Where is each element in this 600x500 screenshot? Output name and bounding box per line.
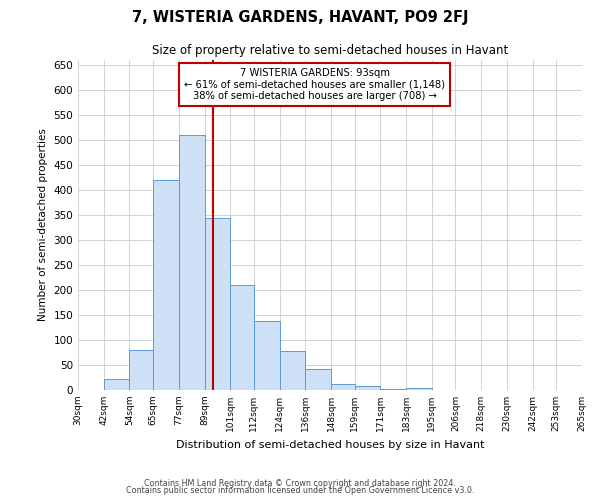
X-axis label: Distribution of semi-detached houses by size in Havant: Distribution of semi-detached houses by … xyxy=(176,440,484,450)
Bar xyxy=(406,388,432,390)
Text: Contains HM Land Registry data © Crown copyright and database right 2024.: Contains HM Land Registry data © Crown c… xyxy=(144,478,456,488)
Y-axis label: Number of semi-detached properties: Number of semi-detached properties xyxy=(38,128,48,322)
Text: Contains public sector information licensed under the Open Government Licence v3: Contains public sector information licen… xyxy=(126,486,474,495)
Bar xyxy=(355,386,380,390)
Bar xyxy=(205,218,230,390)
Bar xyxy=(305,369,331,390)
Bar xyxy=(331,384,355,390)
Bar xyxy=(153,180,179,390)
Bar xyxy=(254,321,280,390)
Text: 7 WISTERIA GARDENS: 93sqm
← 61% of semi-detached houses are smaller (1,148)
38% : 7 WISTERIA GARDENS: 93sqm ← 61% of semi-… xyxy=(184,68,445,102)
Title: Size of property relative to semi-detached houses in Havant: Size of property relative to semi-detach… xyxy=(152,44,508,58)
Bar xyxy=(230,285,254,390)
Bar xyxy=(179,135,205,390)
Bar xyxy=(130,350,153,390)
Bar xyxy=(380,389,406,390)
Bar xyxy=(280,351,305,390)
Text: 7, WISTERIA GARDENS, HAVANT, PO9 2FJ: 7, WISTERIA GARDENS, HAVANT, PO9 2FJ xyxy=(132,10,468,25)
Bar xyxy=(104,379,130,390)
